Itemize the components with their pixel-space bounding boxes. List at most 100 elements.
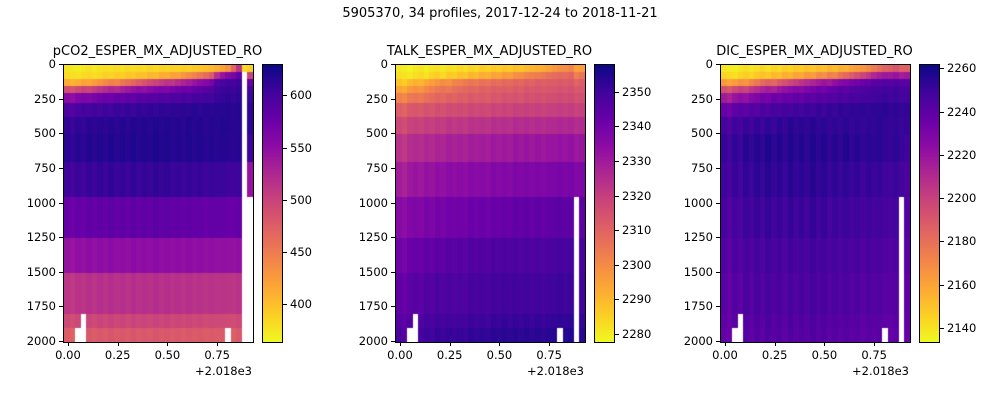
colorbar-tick-mark	[940, 198, 944, 200]
x-tick-mark	[167, 342, 169, 346]
y-tick-label: 250	[691, 91, 713, 106]
x-tick-label: 0.00	[55, 348, 81, 362]
colorbar-tick-label: 2240	[947, 104, 977, 119]
x-axis-offset-label: +2.018e3	[852, 364, 909, 378]
y-tick-label: 1500	[683, 264, 713, 279]
x-tick-mark	[117, 342, 119, 346]
colorbar-tick-label: 2300	[622, 257, 652, 272]
heatmap-canvas	[721, 65, 910, 342]
y-tick-label: 0	[705, 57, 713, 71]
colorbar-tick-label: 2340	[622, 119, 652, 134]
axes	[63, 64, 254, 343]
heatmap-canvas	[64, 65, 253, 342]
colorbar-tick-label: 2220	[947, 147, 977, 162]
colorbar-tick-mark	[283, 252, 287, 254]
x-tick-label: 0.00	[387, 348, 413, 362]
colorbar-gradient	[595, 65, 614, 342]
y-tick-mark	[391, 98, 395, 100]
x-tick-label: 0.75	[204, 348, 230, 362]
x-tick-mark	[724, 342, 726, 346]
y-tick-label: 750	[366, 160, 388, 175]
x-tick-label: 0.25	[436, 348, 463, 362]
x-tick-label: 0.25	[104, 348, 131, 362]
y-tick-label: 1250	[683, 230, 713, 245]
x-tick-label: 0.25	[761, 348, 788, 362]
y-tick-label: 0	[380, 57, 388, 71]
colorbar-tick-label: 2180	[947, 234, 977, 249]
colorbar-tick-mark	[940, 328, 944, 330]
colorbar-tick-label: 2310	[622, 223, 652, 238]
x-tick-mark	[774, 342, 776, 346]
y-tick-mark	[391, 202, 395, 204]
x-tick-label: 0.75	[861, 348, 887, 362]
y-tick-mark	[716, 237, 720, 239]
y-tick-label: 1000	[26, 195, 56, 210]
colorbar-tick-mark	[283, 95, 287, 97]
colorbar-tick-label: 2350	[622, 84, 652, 99]
y-tick-mark	[716, 306, 720, 308]
colorbar-tick-label: 600	[290, 88, 312, 103]
y-tick-label: 1750	[26, 299, 56, 314]
colorbar-tick-mark	[940, 284, 944, 286]
x-tick-label: 0.50	[154, 348, 181, 362]
colorbar-tick-mark	[283, 147, 287, 149]
colorbar-tick-label: 2160	[947, 277, 977, 292]
colorbar-tick-mark	[940, 154, 944, 156]
colorbar	[262, 64, 283, 343]
x-axis-offset-label: +2.018e3	[195, 364, 252, 378]
y-tick-label: 1250	[358, 230, 388, 245]
y-tick-mark	[716, 98, 720, 100]
y-tick-mark	[716, 341, 720, 342]
y-tick-label: 500	[691, 126, 713, 141]
colorbar	[594, 64, 615, 343]
y-tick-mark	[59, 341, 63, 342]
colorbar-tick-mark	[283, 304, 287, 306]
colorbar-tick-mark	[615, 334, 619, 336]
y-tick-label: 1750	[358, 299, 388, 314]
y-tick-label: 1000	[358, 195, 388, 210]
y-tick-label: 500	[34, 126, 56, 141]
x-tick-mark	[449, 342, 451, 346]
colorbar-tick-mark	[615, 264, 619, 266]
x-tick-label: 0.50	[486, 348, 513, 362]
y-tick-mark	[59, 271, 63, 273]
colorbar-tick-label: 2280	[622, 327, 652, 342]
colorbar	[919, 64, 940, 343]
x-tick-mark	[217, 342, 219, 346]
subplot-title: TALK_ESPER_MX_ADJUSTED_RO	[386, 44, 593, 59]
colorbar-tick-label: 2200	[947, 191, 977, 206]
colorbar-gradient	[920, 65, 939, 342]
y-tick-mark	[391, 271, 395, 273]
colorbar-tick-mark	[615, 126, 619, 128]
x-tick-label: 0.75	[536, 348, 562, 362]
colorbar-tick-mark	[615, 160, 619, 162]
colorbar-tick-label: 2290	[622, 292, 652, 307]
colorbar-tick-mark	[615, 91, 619, 93]
y-tick-mark	[59, 98, 63, 100]
y-tick-mark	[59, 237, 63, 239]
axes	[720, 64, 911, 343]
axes	[395, 64, 586, 343]
y-tick-mark	[391, 133, 395, 135]
colorbar-tick-mark	[940, 111, 944, 113]
y-tick-mark	[59, 167, 63, 169]
y-tick-label: 2000	[358, 334, 388, 348]
y-tick-label: 1750	[683, 299, 713, 314]
subplot-title: DIC_ESPER_MX_ADJUSTED_RO	[716, 44, 913, 59]
heatmap-canvas	[396, 65, 585, 342]
x-axis-offset-label: +2.018e3	[527, 364, 584, 378]
colorbar-tick-mark	[940, 241, 944, 243]
y-tick-label: 1250	[26, 230, 56, 245]
y-tick-label: 1500	[358, 264, 388, 279]
y-tick-mark	[59, 64, 63, 65]
y-tick-mark	[59, 306, 63, 308]
colorbar-tick-label: 2320	[622, 188, 652, 203]
y-tick-mark	[391, 341, 395, 342]
y-tick-mark	[59, 202, 63, 204]
colorbar-tick-label: 550	[290, 140, 312, 155]
x-tick-mark	[874, 342, 876, 346]
y-tick-label: 0	[48, 57, 56, 71]
y-tick-label: 750	[691, 160, 713, 175]
x-tick-mark	[67, 342, 69, 346]
x-tick-label: 0.00	[712, 348, 738, 362]
